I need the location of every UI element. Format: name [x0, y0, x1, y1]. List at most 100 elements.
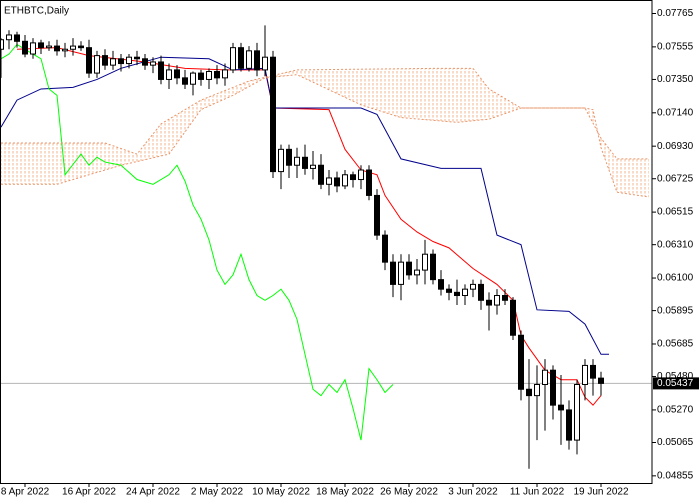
plot-area: [0, 25, 652, 469]
candle-body: [182, 77, 188, 85]
y-tick-label: 0.07765: [657, 8, 694, 19]
candle-body: [398, 261, 404, 285]
candle-body: [270, 56, 276, 173]
candle-body: [198, 72, 204, 80]
candle-body: [430, 253, 436, 281]
y-tick-label: 0.06100: [657, 273, 694, 284]
x-tick-label: 16 Apr 2022: [62, 487, 116, 498]
last-price-box: [653, 377, 699, 390]
candle-body: [438, 279, 444, 290]
x-tick-label: 8 Apr 2022: [1, 487, 50, 498]
chart-title: ETHBTC,Daily: [4, 6, 69, 17]
candle-body: [190, 72, 196, 85]
candle-body: [262, 56, 268, 71]
candle-body: [374, 194, 380, 236]
candle-body: [14, 34, 20, 42]
y-tick-label: 0.07555: [657, 42, 694, 53]
candle-body: [518, 334, 524, 390]
y-tick-label: 0.05480: [657, 371, 694, 382]
x-tick-label: 18 May 2022: [316, 487, 374, 498]
candle-body: [294, 156, 300, 166]
candle-body: [598, 377, 604, 384]
candle-body: [454, 291, 460, 297]
y-tick-label: 0.06725: [657, 173, 694, 184]
candle-body: [302, 156, 308, 169]
candle-body: [6, 34, 12, 41]
y-tick-label: 0.05895: [657, 305, 694, 316]
candle-body: [30, 42, 36, 55]
candle-body: [118, 58, 124, 65]
candle-body: [534, 383, 540, 397]
indicator-line: [1, 74, 650, 198]
x-tick-label: 3 Jun 2022: [448, 487, 498, 498]
candle-body: [566, 409, 572, 441]
candle-body: [494, 295, 500, 306]
candle-body: [126, 56, 132, 65]
y-tick-label: 0.05065: [657, 437, 694, 448]
candle-body: [334, 177, 340, 187]
indicator-line: [0, 43, 394, 441]
candle-body: [110, 58, 116, 66]
candle-body: [150, 61, 156, 66]
candle-body: [102, 55, 108, 66]
x-tick-label: 24 Apr 2022: [126, 487, 180, 498]
y-tick-label: 0.07140: [657, 107, 694, 118]
candle-body: [142, 58, 148, 66]
candle-body: [62, 48, 68, 52]
candle-body: [342, 174, 348, 187]
x-tick-label: 11 Jun 2022: [510, 487, 565, 498]
candle-body: [542, 369, 548, 385]
candle-body: [406, 261, 412, 276]
candle-body: [382, 234, 388, 263]
candle-body: [366, 169, 372, 196]
candle-body: [478, 283, 484, 301]
candle-body: [310, 164, 316, 169]
y-tick-label: 0.06310: [657, 239, 694, 250]
y-tick-label: 0.05270: [657, 405, 694, 416]
candle-body: [510, 299, 516, 336]
y-tick-label: 0.04855: [657, 470, 694, 481]
candle-body: [166, 69, 172, 80]
candle-body: [326, 177, 332, 185]
candle-body: [246, 50, 252, 69]
y-tick-label: 0.05685: [657, 339, 694, 350]
candle-body: [134, 56, 140, 60]
candle-body: [550, 369, 556, 406]
candle-body: [38, 42, 44, 49]
candle-body: [526, 388, 532, 397]
candle-body: [470, 283, 476, 290]
candle-body: [230, 47, 236, 71]
candle-body: [502, 295, 508, 301]
indicator-line: [16, 47, 602, 406]
candle-body: [174, 69, 180, 79]
candle-body: [46, 45, 52, 49]
candle-body: [350, 174, 356, 181]
candle-body: [446, 288, 452, 293]
candle-body: [486, 299, 492, 306]
x-tick-label: 26 May 2022: [380, 487, 438, 498]
candle-body: [254, 50, 260, 71]
candle-body: [358, 169, 364, 181]
candle-body: [286, 148, 292, 166]
y-tick-label: 0.06515: [657, 207, 694, 218]
candle-body: [94, 55, 100, 74]
cloud-fill: [1, 68, 649, 198]
candle-body: [214, 70, 220, 79]
candle-body: [318, 164, 324, 185]
candle-body: [414, 269, 420, 276]
candle-body: [462, 288, 468, 297]
candle-body: [206, 70, 212, 80]
candle-body: [590, 364, 596, 379]
candle-body: [158, 61, 164, 80]
x-tick-label: 2 May 2022: [191, 487, 244, 498]
candle-body: [558, 404, 564, 411]
candle-body: [278, 148, 284, 173]
candle-body: [574, 383, 580, 441]
candle-body: [422, 253, 428, 271]
y-tick-label: 0.06930: [657, 141, 694, 152]
x-tick-label: 10 May 2022: [252, 487, 310, 498]
candle-body: [78, 45, 84, 49]
plot-frame: [0, 0, 653, 484]
